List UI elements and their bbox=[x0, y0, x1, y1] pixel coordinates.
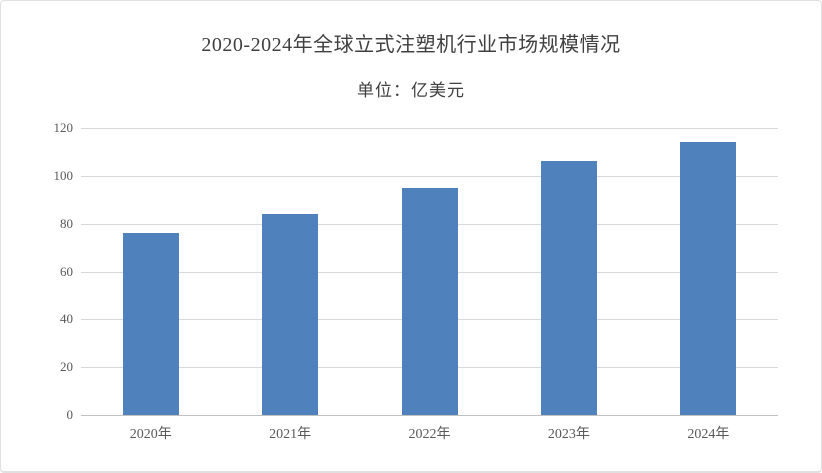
x-tick-label: 2024年 bbox=[687, 427, 730, 442]
x-axis-labels: 2020年 2021年 2022年 2023年 2024年 bbox=[81, 423, 778, 443]
gridline bbox=[81, 175, 778, 177]
y-tick-label: 100 bbox=[53, 167, 74, 183]
bars bbox=[81, 128, 778, 415]
bar-slot bbox=[220, 128, 359, 415]
chart-title: 2020-2024年全球立式注塑机行业市场规模情况 bbox=[201, 34, 621, 56]
bar-slot bbox=[81, 128, 220, 415]
bar bbox=[122, 233, 179, 415]
y-axis-labels: 0 20 40 60 80 100 120 bbox=[54, 120, 778, 422]
x-tick-label: 2023年 bbox=[547, 427, 590, 442]
x-tick-label: 2020年 bbox=[129, 427, 172, 442]
bar-slot bbox=[639, 128, 778, 415]
chart-unit-label: 单位：亿美元 bbox=[357, 81, 465, 100]
x-tick-label: 2022年 bbox=[408, 427, 451, 442]
gridline bbox=[81, 128, 778, 129]
bar-slot bbox=[360, 128, 499, 415]
bar-slot bbox=[499, 128, 638, 415]
y-tick-label: 20 bbox=[60, 359, 73, 375]
bar bbox=[680, 142, 737, 415]
y-tick-label: 0 bbox=[66, 407, 74, 422]
bar bbox=[540, 161, 597, 415]
x-tick-label: 2021年 bbox=[269, 427, 312, 442]
bar bbox=[401, 187, 458, 415]
y-tick-label: 60 bbox=[60, 263, 73, 279]
y-tick-label: 120 bbox=[53, 120, 74, 135]
y-tick-label: 80 bbox=[60, 215, 73, 231]
plot-area: 0 20 40 60 80 100 120 2020年 2021年 2022年 2023年 2024… bbox=[54, 120, 778, 442]
bar bbox=[262, 214, 319, 415]
y-tick-label: 40 bbox=[60, 311, 73, 327]
